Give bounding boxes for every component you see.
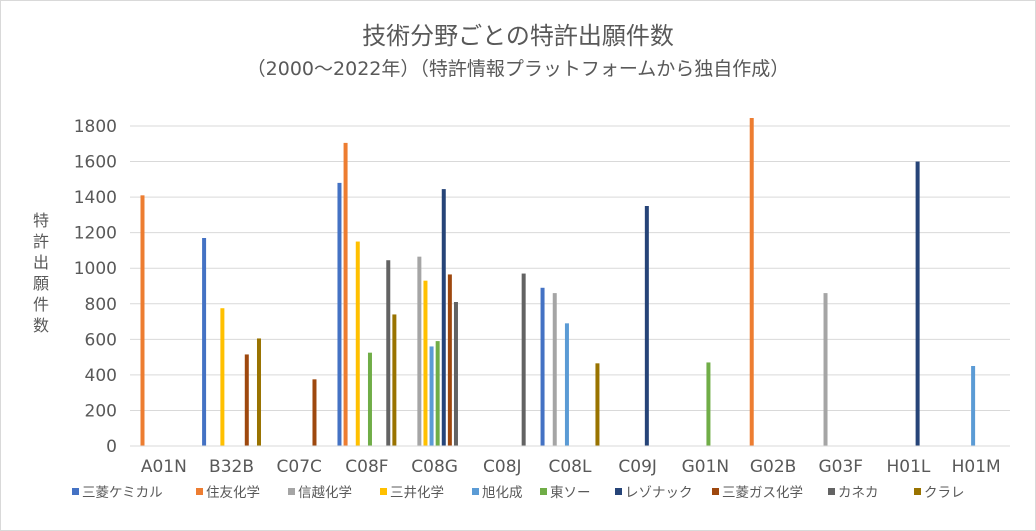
bar (429, 346, 434, 446)
bar (355, 241, 360, 446)
bar (140, 195, 145, 446)
legend-label: 三井化学 (390, 485, 444, 501)
bar (386, 260, 391, 446)
legend-label: 三菱ケミカル (82, 485, 163, 501)
bar (417, 256, 422, 446)
bar (343, 142, 348, 446)
x-tick-label: H01M (952, 457, 1001, 477)
y-axis-title: 特許出願件数 (33, 211, 49, 335)
x-axis-ticks: A01N B32B C07C C08F C08G C08J C08L C09J G01N G02B… (141, 457, 1001, 477)
y-tick-label: 1600 (74, 153, 117, 173)
legend-swatch (914, 488, 921, 495)
y-tick-label: 1000 (74, 259, 117, 279)
bar (971, 366, 976, 446)
bar (749, 118, 754, 446)
bar (220, 308, 225, 446)
bar (392, 314, 397, 446)
legend-swatch (828, 488, 835, 495)
y-tick-label: 400 (85, 366, 117, 386)
bar (202, 238, 207, 446)
bar (441, 189, 446, 446)
legend-label: 信越化学 (298, 485, 352, 501)
legend-label: 旭化成 (482, 485, 523, 501)
y-tick-label: 0 (106, 437, 117, 457)
x-tick-label: C08F (345, 457, 388, 477)
y-axis-ticks: 0 200 400 600 800 1000 1200 1400 1600 1800 (74, 117, 117, 457)
bars (140, 118, 976, 447)
x-tick-label: B32B (209, 457, 254, 477)
bar (367, 352, 372, 446)
x-tick-label: G01N (682, 457, 730, 477)
x-tick-label: C09J (618, 457, 657, 477)
y-tick-label: 200 (85, 401, 117, 421)
legend: 三菱ケミカル 住友化学 信越化学 三井化学 旭化成 東ソー レゾナック 三菱ガス化学 カネカ クラ… (72, 485, 965, 501)
y-axis-label: 特許出願件数 (33, 211, 49, 335)
bar (540, 287, 545, 446)
bar (256, 338, 261, 446)
legend-swatch (288, 488, 295, 495)
bar (823, 293, 828, 446)
legend-label: クラレ (924, 485, 965, 501)
bar (447, 274, 452, 446)
bar (521, 273, 526, 446)
x-tick-label: C08L (549, 457, 593, 477)
chart-title: 技術分野ごとの特許出願件数 (362, 22, 674, 50)
bar (564, 323, 569, 446)
legend-swatch (712, 488, 719, 495)
bar (435, 341, 440, 446)
x-tick-label: C08G (411, 457, 458, 477)
x-tick-label: A01N (141, 457, 187, 477)
legend-swatch (72, 488, 79, 495)
legend-label: レゾナック (625, 485, 693, 501)
legend-label: 住友化学 (206, 485, 260, 501)
y-tick-label: 1200 (74, 224, 117, 244)
bar (244, 354, 249, 446)
legend-swatch (380, 488, 387, 495)
legend-swatch (196, 488, 203, 495)
legend-swatch (540, 488, 547, 495)
bar (453, 302, 458, 446)
bar (337, 182, 342, 446)
legend-swatch (472, 488, 479, 495)
y-tick-label: 1400 (74, 188, 117, 208)
x-tick-label: G03F (818, 457, 863, 477)
x-tick-label: C08J (483, 457, 522, 477)
bar (706, 362, 711, 446)
x-tick-label: G02B (750, 457, 796, 477)
x-tick-label: C07C (277, 457, 322, 477)
legend-label: 三菱ガス化学 (722, 485, 803, 501)
y-tick-label: 800 (85, 295, 117, 315)
legend-swatch (615, 488, 622, 495)
y-tick-label: 600 (85, 330, 117, 350)
bar (644, 206, 649, 446)
x-tick-label: H01L (887, 457, 931, 477)
y-tick-label: 1800 (74, 117, 117, 137)
bar (595, 363, 600, 446)
chart-subtitle: （2000～2022年）（特許情報プラットフォームから独自作成） (246, 58, 790, 80)
bar (915, 161, 920, 447)
bar (312, 379, 317, 446)
bar (423, 280, 428, 446)
gridlines (130, 125, 1010, 411)
legend-label: カネカ (838, 485, 879, 501)
bar (552, 293, 557, 446)
legend-label: 東ソー (550, 485, 591, 501)
